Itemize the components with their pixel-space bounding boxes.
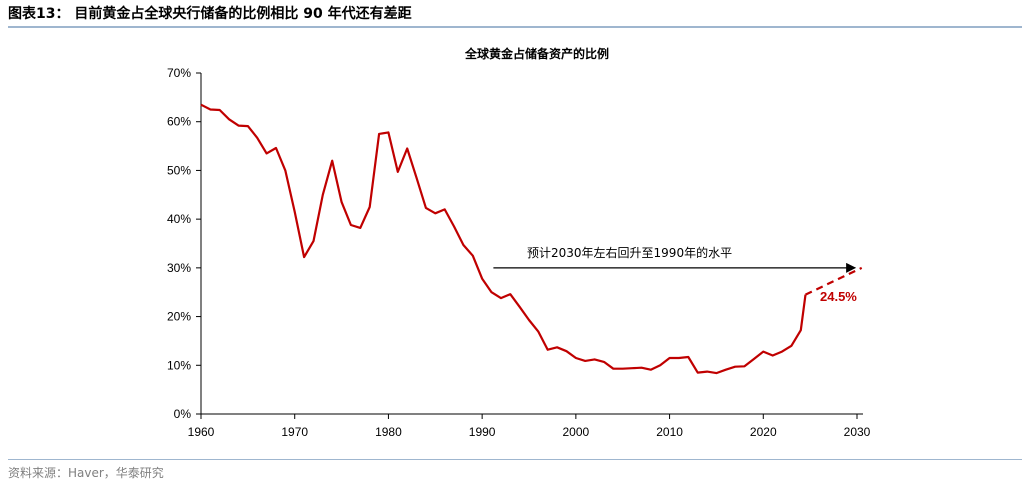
y-tick-label: 20%	[167, 310, 191, 324]
x-tick-label: 1960	[188, 425, 215, 439]
x-tick-label: 1990	[469, 425, 496, 439]
y-tick-label: 50%	[167, 163, 191, 177]
x-tick-label: 2010	[656, 425, 683, 439]
series-group	[200, 103, 863, 375]
y-tick-label: 60%	[167, 115, 191, 129]
x-tick-label: 1980	[375, 425, 402, 439]
series-line-solid	[200, 103, 807, 375]
axes: 0% 10% 20% 30% 40% 50% 60% 70% 1960 1970 1980 1990 2…	[167, 66, 871, 439]
x-tick-label: 2020	[750, 425, 777, 439]
chart-title: 全球黄金占储备资产的比例	[464, 46, 609, 61]
x-tick-label: 2030	[844, 425, 871, 439]
y-tick-label: 40%	[167, 212, 191, 226]
y-tick-label: 10%	[167, 358, 191, 372]
source-note: 资料来源：Haver，华泰研究	[8, 466, 164, 480]
figure-header: 图表13： 目前黄金占全球央行储备的比例相比 90 年代还有差距	[8, 4, 1022, 28]
current-value-label: 24.5%	[820, 289, 857, 304]
y-tick-label: 0%	[174, 407, 192, 421]
footer-divider	[8, 459, 1022, 460]
forecast-annotation: 预计2030年左右回升至1990年的水平	[527, 245, 732, 260]
header-divider	[8, 26, 1022, 28]
figure-title: 图表13： 目前黄金占全球央行储备的比例相比 90 年代还有差距	[8, 6, 412, 22]
x-tick-label: 2000	[563, 425, 590, 439]
y-tick-label: 30%	[167, 261, 191, 275]
y-tick-label: 70%	[167, 66, 191, 80]
x-tick-label: 1970	[281, 425, 308, 439]
annotation-group: 预计2030年左右回升至1990年的水平 24.5%	[493, 245, 857, 304]
